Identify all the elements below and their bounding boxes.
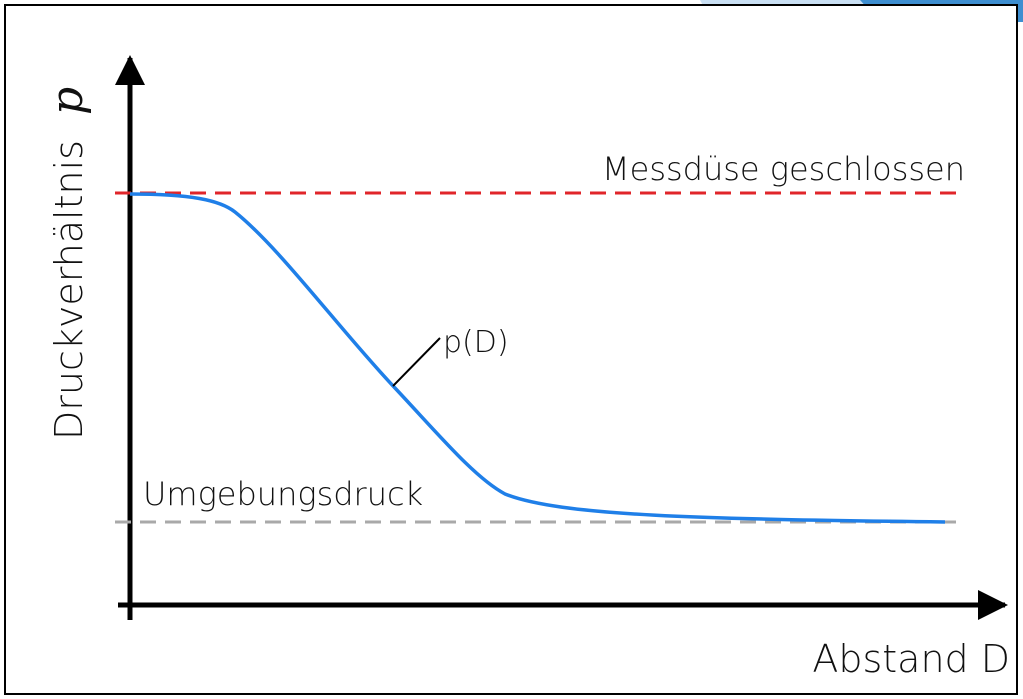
curve <box>129 192 946 524</box>
y-axis-title: Druckverhältnis p <box>42 87 93 440</box>
y-axis-symbol: p <box>42 87 93 115</box>
curve-label: p(D) <box>443 325 509 360</box>
upper-reference-label: Messdüse geschlossen <box>602 150 965 188</box>
frame <box>4 4 1018 695</box>
y-axis-label: Druckverhältnis <box>47 140 91 440</box>
x-axis-label: Abstand D <box>812 637 1010 681</box>
leader-line <box>392 337 441 387</box>
lower-reference-label: Umgebungsdruck <box>143 475 423 513</box>
